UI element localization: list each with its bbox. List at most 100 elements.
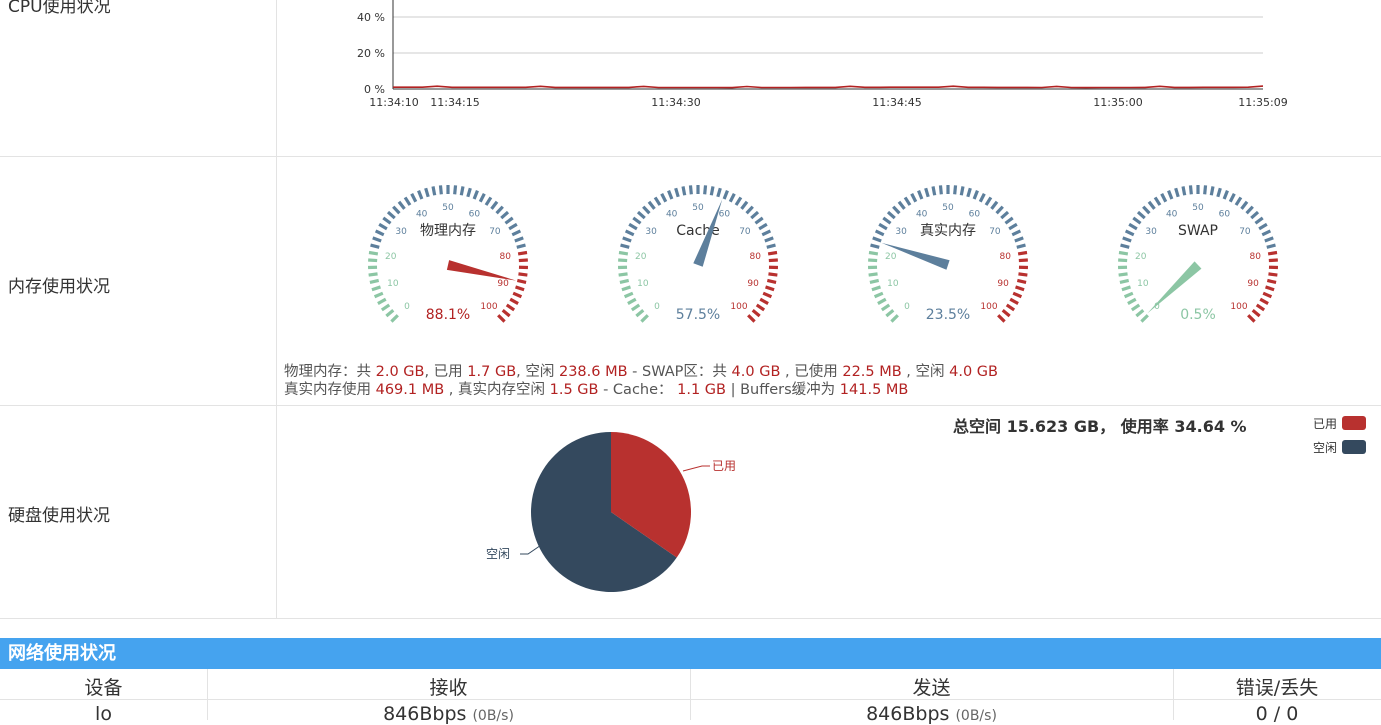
legend-item-used[interactable]: 已用: [1313, 415, 1337, 432]
gauge-tick: [757, 305, 764, 310]
send-rate: (0B/s): [955, 708, 996, 724]
gauge-tick: [419, 191, 422, 199]
gauge-tick: [649, 202, 655, 209]
gauge-tick: [1010, 299, 1018, 303]
gauge-tick: [1265, 238, 1273, 241]
gauge-tick-label: 20: [635, 252, 647, 262]
gauge-value: 88.1%: [426, 307, 470, 323]
gauge-tick: [518, 274, 527, 275]
gauge-tick-label: 60: [969, 209, 981, 219]
gauge-tick: [919, 191, 922, 199]
gauge-tick: [1016, 287, 1025, 290]
gauge-tick: [1125, 293, 1133, 297]
gauge-tick: [662, 194, 666, 202]
send-total: 846Bbps: [866, 703, 949, 725]
pie-label-free: 空闲: [486, 547, 510, 561]
gauge-tick: [1015, 238, 1023, 241]
legend-item-free[interactable]: 空闲: [1313, 439, 1337, 456]
gauge-tick: [1224, 191, 1227, 199]
memory-info-line-1: 物理内存：共 2.0 GB, 已用 1.7 GB, 空闲 238.6 MB - …: [284, 363, 998, 381]
gauge-tick: [879, 224, 887, 229]
cpu-y-tick-40: 40 %: [357, 11, 385, 24]
gauge-tick: [474, 191, 477, 199]
column-header-device: 设备: [0, 673, 207, 700]
gauge-tick: [375, 293, 383, 297]
gauge-tick: [386, 310, 393, 316]
gauge-tick: [1155, 197, 1160, 205]
gauge-tick: [636, 310, 643, 316]
gauge-tick-label: 60: [719, 209, 731, 219]
gauge-tick-label: 80: [1000, 252, 1012, 262]
gauge-tick: [1211, 186, 1213, 195]
gauge-tick: [974, 191, 977, 199]
gauge-tick: [724, 191, 727, 199]
gauge-value: 0.5%: [1180, 307, 1216, 323]
gauge-tick-label: 90: [1247, 279, 1259, 289]
gauge-tick: [503, 310, 510, 316]
gauge-tick: [1257, 305, 1264, 310]
gauge-tick: [1248, 315, 1254, 321]
cache-value: 1.1 GB: [677, 382, 726, 398]
gauge-tick: [369, 274, 378, 275]
gauge-tick: [1132, 305, 1139, 310]
gauge-tick: [1018, 274, 1027, 275]
disk-summary: 总空间 15.623 GB， 使用率 34.64 %: [953, 413, 1247, 437]
gauge-tick: [1133, 218, 1140, 223]
gauge-tick: [388, 212, 395, 218]
gauge-tick: [1141, 315, 1147, 321]
gauge-tick: [618, 260, 627, 261]
gauge-tick: [519, 260, 528, 261]
gauge-tick: [766, 287, 775, 290]
gauge-tick: [961, 186, 963, 195]
gauge-tick: [1128, 299, 1136, 303]
gauge-tick: [997, 207, 1003, 214]
gauge-tick: [1119, 252, 1128, 253]
gauge-tick: [751, 212, 758, 218]
gauge-tick: [878, 299, 886, 303]
gauge-tick: [371, 245, 380, 247]
memory-info-line-2: 真实内存使用 469.1 MB , 真实内存空闲 1.5 GB - Cache：…: [284, 381, 998, 399]
disk-section-label: 硬盘使用状况: [8, 501, 110, 526]
gauge-tick: [1018, 252, 1027, 253]
gauge-tick: [747, 207, 753, 214]
gauge-tick: [986, 197, 991, 205]
mem-free-value: 238.6 MB: [559, 364, 628, 380]
mem-label: 真实内存使用: [284, 382, 376, 398]
gauge-tick: [368, 260, 377, 261]
gauge-tick: [888, 212, 895, 218]
gauge-tick: [507, 305, 514, 310]
gauge-tick: [480, 194, 484, 202]
gauge-tick-label: 50: [1192, 203, 1204, 213]
gauge-tick: [655, 197, 660, 205]
gauge-tick: [1247, 207, 1253, 214]
cpu-chart: 40 % 20 % 0 % 11:34:10 11:34:15 11:34:30…: [330, 0, 1290, 115]
gauge-tick: [769, 260, 778, 261]
gauge-tick: [369, 252, 378, 253]
mem-label: , 已使用: [780, 364, 842, 380]
mem-total-value: 2.0 GB: [376, 364, 425, 380]
gauge-tick: [1230, 194, 1234, 202]
gauge-tick-label: 30: [895, 227, 907, 237]
gauge-tick: [1017, 245, 1026, 247]
mem-label: - Cache：: [598, 382, 677, 398]
gauge-tick: [1205, 185, 1206, 194]
gauge-tick-label: 40: [916, 209, 928, 219]
table-cell-errors: 0 / 0: [1173, 703, 1381, 725]
gauge-tick: [1242, 202, 1248, 209]
gauge-tick: [933, 186, 935, 195]
gauge-tick-label: 10: [387, 279, 399, 289]
gauge-tick: [893, 207, 899, 214]
gauge-tick-label: 20: [1135, 252, 1147, 262]
gauge-tick: [873, 238, 881, 241]
legend-label-used: 已用: [1313, 417, 1337, 431]
gauge-tick: [869, 252, 878, 253]
column-header-send: 发送: [690, 673, 1173, 700]
gauge-tick-label: 0: [904, 302, 910, 312]
gauge-tick-label: 30: [645, 227, 657, 237]
gauge-tick: [886, 310, 893, 316]
gauge-tick-label: 30: [395, 227, 407, 237]
gauge-tick: [992, 202, 998, 209]
gauge-tick: [509, 224, 517, 229]
gauge-title: SWAP: [1178, 223, 1218, 239]
